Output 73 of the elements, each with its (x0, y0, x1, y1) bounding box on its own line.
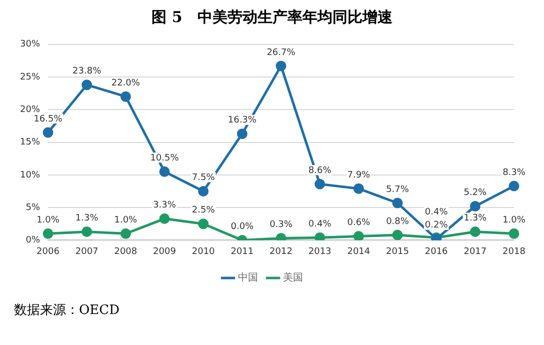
data-label: 0.8% (386, 216, 410, 227)
point (470, 201, 480, 212)
point (42, 228, 54, 239)
y-tick-label: 0% (26, 236, 40, 246)
x-tick-label: 2007 (75, 246, 98, 257)
data-label: 16.5% (34, 114, 63, 124)
data-label: 1.3% (464, 214, 488, 224)
data-label: 0.3% (270, 220, 293, 230)
point (120, 228, 131, 239)
point (314, 178, 326, 190)
data-label: 16.3% (228, 116, 257, 126)
point (276, 60, 286, 72)
y-tick-label: 20% (20, 105, 40, 116)
point (392, 198, 403, 208)
point (198, 186, 209, 196)
y-tick-label: 25% (20, 72, 40, 82)
data-label: 7.5% (192, 173, 216, 184)
x-tick-label: 2011 (230, 246, 254, 257)
point (508, 180, 520, 192)
data-label: 2.5% (192, 206, 216, 216)
data-label: 8.3% (502, 168, 526, 178)
x-tick-label: 2012 (270, 246, 292, 257)
y-tick-label: 15% (20, 138, 40, 148)
x-tick-label: 2010 (192, 246, 216, 257)
legend-label: 中国 (238, 272, 258, 284)
data-label: 8.6% (308, 166, 332, 176)
x-tick-label: 2008 (114, 246, 138, 257)
data-label: 1.3% (75, 214, 99, 224)
point (82, 226, 92, 237)
y-tick-label: 10% (20, 170, 40, 180)
x-tick-label: 2014 (347, 246, 370, 257)
point (82, 80, 92, 90)
point (42, 127, 54, 138)
data-label: 22.0% (111, 78, 140, 88)
point (314, 232, 326, 240)
x-tick-label: 2009 (153, 246, 176, 257)
chart-title: 图 5 中美劳动生产率年均同比增速 (150, 8, 394, 27)
data-label: 1.0% (114, 216, 138, 226)
x-tick-label: 2015 (386, 246, 409, 257)
point (159, 213, 170, 224)
data-label: 3.3% (153, 200, 176, 211)
point (159, 166, 170, 177)
y-tick-label: 5% (26, 202, 40, 213)
point (236, 128, 248, 140)
point (353, 231, 364, 240)
point (508, 228, 520, 239)
data-label: 0.4% (424, 207, 448, 218)
point (353, 183, 364, 194)
data-label: 23.8% (72, 66, 102, 77)
data-label: 5.7% (386, 184, 410, 195)
data-label: 26.7% (266, 48, 296, 58)
data-label: 0.0% (230, 222, 254, 232)
point (470, 226, 480, 237)
point (120, 91, 131, 102)
y-tick-label: 30% (20, 40, 40, 50)
point (276, 232, 286, 240)
x-tick-label: 2013 (308, 246, 332, 257)
point (392, 230, 403, 240)
data-label: 0.6% (347, 218, 371, 228)
data-label: 0.2% (424, 220, 448, 231)
data-label: 7.9% (347, 170, 371, 180)
x-tick-label: 2006 (36, 246, 60, 257)
data-label: 1.0% (36, 216, 60, 226)
point (198, 218, 209, 230)
data-label: 1.0% (502, 216, 526, 226)
data-label: 10.5% (150, 154, 180, 164)
x-tick-label: 2018 (502, 246, 526, 257)
data-label: 5.2% (464, 188, 488, 198)
x-tick-label: 2017 (464, 246, 487, 257)
data-label: 0.4% (308, 219, 332, 230)
legend-label: 美国 (283, 272, 303, 284)
x-tick-label: 2016 (424, 246, 448, 257)
source-note: 数据来源：OECD (14, 302, 121, 319)
